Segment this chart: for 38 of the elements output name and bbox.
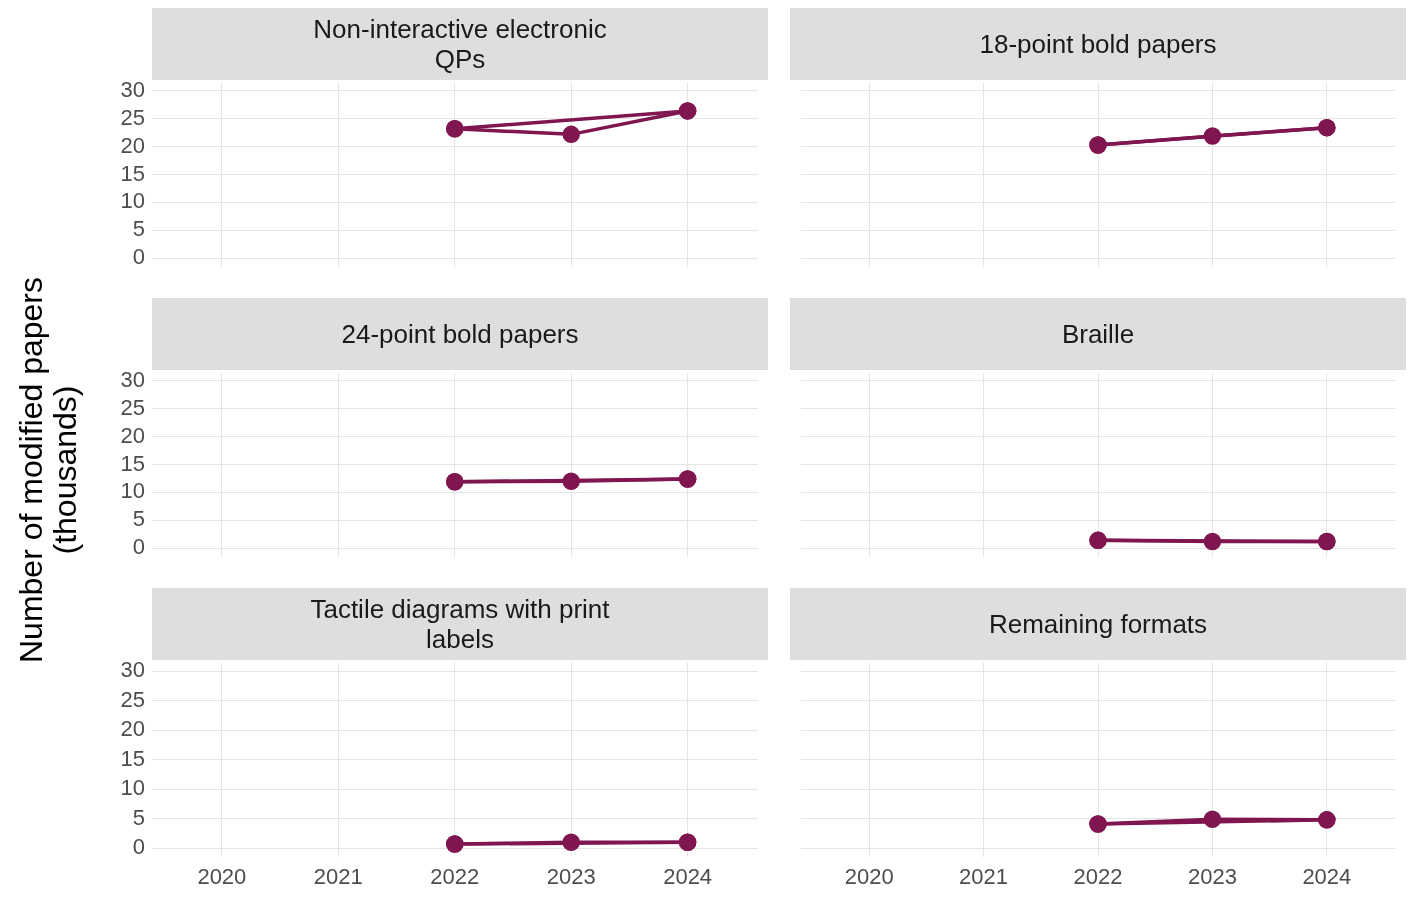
x-tick-label: 2020 (197, 864, 247, 890)
y-tick-label: 30 (120, 76, 145, 102)
x-tick-label: 2020 (844, 864, 894, 890)
y-tick-label: 5 (132, 216, 145, 242)
y-tick-label: 25 (120, 394, 145, 420)
chart-title: Non-interactive electronic QPs (312, 14, 608, 74)
x-tick-label: 2022 (430, 864, 480, 890)
chart-title: Braille (1061, 319, 1135, 349)
y-tick-label: 20 (120, 422, 145, 448)
x-tick-label: 2023 (546, 864, 596, 890)
y-axis-title: Number of modified papers (thousands) (13, 276, 83, 665)
chart-title: 24-point bold papers (341, 319, 579, 349)
x-tick-label: 2021 (959, 864, 1009, 890)
x-tick-label: 2024 (1302, 864, 1352, 890)
y-tick-label: 20 (120, 132, 145, 158)
x-tick-label: 2022 (1073, 864, 1123, 890)
x-tick-label: 2023 (1187, 864, 1237, 890)
y-tick-label: 5 (132, 804, 145, 830)
y-tick-label: 15 (120, 745, 145, 771)
x-tick-label: 2021 (313, 864, 363, 890)
y-tick-label: 5 (132, 506, 145, 532)
y-tick-label: 25 (120, 686, 145, 712)
y-tick-label: 0 (132, 244, 145, 270)
y-tick-label: 20 (120, 716, 145, 742)
y-tick-label: 15 (120, 160, 145, 186)
y-tick-label: 10 (120, 775, 145, 801)
chart-title: 18-point bold papers (979, 29, 1217, 59)
chart-title: Tactile diagrams with print labels (309, 594, 611, 654)
y-tick-label: 25 (120, 104, 145, 130)
y-tick-label: 10 (120, 188, 145, 214)
x-tick-label: 2024 (663, 864, 713, 890)
y-tick-label: 30 (120, 366, 145, 392)
y-tick-label: 0 (132, 534, 145, 560)
y-tick-label: 15 (120, 450, 145, 476)
y-tick-label: 10 (120, 478, 145, 504)
chart-title: Remaining formats (988, 609, 1208, 639)
y-tick-label: 0 (132, 834, 145, 860)
y-tick-label: 30 (120, 657, 145, 683)
